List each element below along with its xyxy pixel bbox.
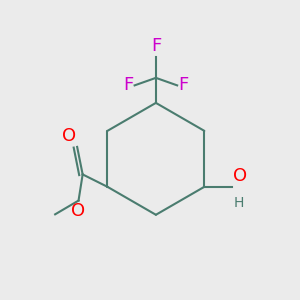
Text: O: O: [233, 167, 248, 185]
Text: F: F: [178, 76, 189, 94]
Text: O: O: [61, 128, 76, 146]
Text: F: F: [151, 37, 161, 55]
Text: O: O: [71, 202, 85, 220]
Text: F: F: [123, 76, 133, 94]
Text: H: H: [233, 196, 244, 210]
